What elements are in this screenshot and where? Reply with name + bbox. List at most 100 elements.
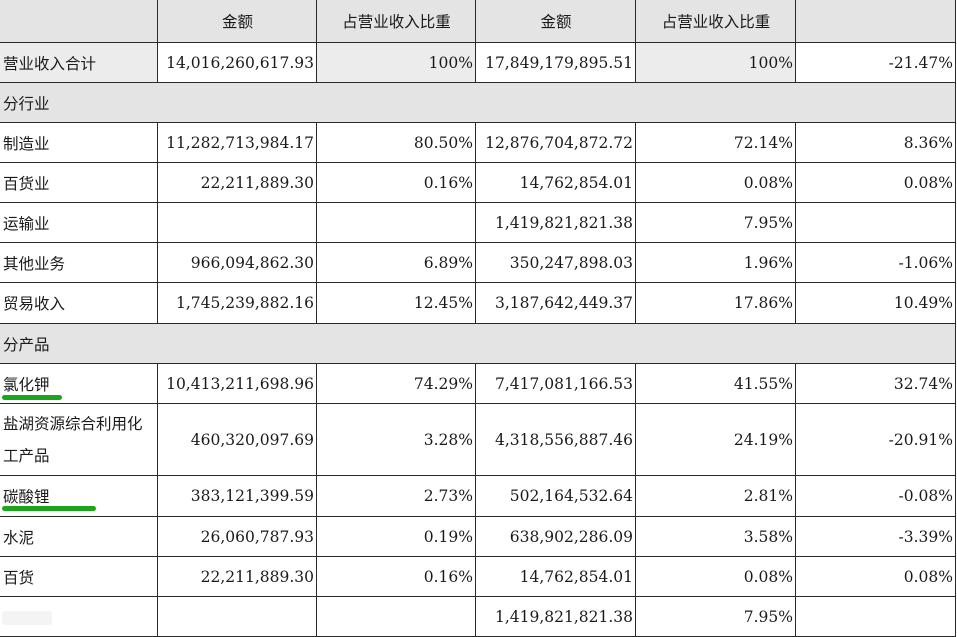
total-row: 营业收入合计 14,016,260,617.93 100% 17,849,179… [0,42,956,83]
change-cell: 10.49% [795,282,956,324]
ratio-cell: 17.86% [635,282,796,324]
amount-cell: 4,318,556,887.46 [475,403,636,476]
amount-cell: 966,094,862.30 [157,242,317,283]
ratio-cell: 12.45% [316,282,476,324]
amount-cell [157,596,317,637]
ratio-cell: 0.16% [316,556,476,597]
ratio-cell: 72.14% [635,122,796,163]
ratio-cell: 80.50% [316,122,476,163]
amount-cell: 12,876,704,872.72 [475,122,636,163]
obscured-label [2,611,52,625]
ratio-cell: 2.81% [635,475,796,517]
amount-cell: 22,211,889.30 [157,162,317,203]
change-cell: 0.08% [795,162,956,203]
change-cell: 32.74% [795,363,956,404]
ratio-cell: 0.08% [635,556,796,597]
ratio-cell: 100% [316,42,476,83]
header-ratio: 占营业收入比重 [316,0,476,43]
ratio-cell: 100% [635,42,796,83]
row-label: 营业收入合计 [0,42,158,83]
ratio-cell: 2.73% [316,475,476,517]
table-row: 贸易收入 1,745,239,882.16 12.45% 3,187,642,4… [0,282,956,324]
row-label: 氯化钾 [0,363,158,404]
row-label-text: 碳酸锂 [3,488,50,506]
row-label: 其他业务 [0,242,158,283]
amount-cell: 3,187,642,449.37 [475,282,636,324]
header-amount: 金额 [157,0,317,43]
amount-cell: 26,060,787.93 [157,516,317,557]
header-change [795,0,956,43]
ratio-cell [316,596,476,637]
highlight-underline [2,506,96,511]
amount-cell: 14,016,260,617.93 [157,42,317,83]
table-row: 氯化钾 10,413,211,698.96 74.29% 7,417,081,1… [0,363,956,404]
table-row: 运输业 1,419,821,821.38 7.95% [0,202,956,243]
ratio-cell: 3.28% [316,403,476,476]
change-cell: -1.06% [795,242,956,283]
row-label: 运输业 [0,202,158,243]
amount-cell: 350,247,898.03 [475,242,636,283]
section-label: 分行业 [0,82,956,123]
section-row: 分行业 [0,82,956,123]
ratio-cell: 41.55% [635,363,796,404]
ratio-cell: 0.16% [316,162,476,203]
ratio-cell: 1.96% [635,242,796,283]
header-ratio: 占营业收入比重 [635,0,796,43]
table-row: 盐湖资源综合利用化工产品 460,320,097.69 3.28% 4,318,… [0,403,956,476]
ratio-cell: 74.29% [316,363,476,404]
table-row: 百货业 22,211,889.30 0.16% 14,762,854.01 0.… [0,162,956,203]
table-row: 制造业 11,282,713,984.17 80.50% 12,876,704,… [0,122,956,163]
table-row: 水泥 26,060,787.93 0.19% 638,902,286.09 3.… [0,516,956,557]
ratio-cell: 6.89% [316,242,476,283]
amount-cell: 460,320,097.69 [157,403,317,476]
table-row: 1,419,821,821.38 7.95% [0,596,956,637]
amount-cell: 1,419,821,821.38 [475,596,636,637]
header-row: 金额 占营业收入比重 金额 占营业收入比重 [0,0,956,43]
row-label: 百货 [0,556,158,597]
row-label-text: 氯化钾 [3,375,50,394]
ratio-cell: 3.58% [635,516,796,557]
change-cell [795,202,956,243]
amount-cell: 22,211,889.30 [157,556,317,597]
highlight-underline [2,395,62,400]
row-label: 贸易收入 [0,282,158,324]
ratio-cell: 7.95% [635,202,796,243]
header-amount: 金额 [475,0,636,43]
table-row: 碳酸锂 383,121,399.59 2.73% 502,164,532.64 … [0,475,956,517]
ratio-cell: 7.95% [635,596,796,637]
change-cell: -21.47% [795,42,956,83]
amount-cell [157,202,317,243]
amount-cell: 7,417,081,166.53 [475,363,636,404]
change-cell: -0.08% [795,475,956,517]
section-label: 分产品 [0,323,956,364]
amount-cell: 14,762,854.01 [475,556,636,597]
amount-cell: 1,745,239,882.16 [157,282,317,324]
ratio-cell: 0.19% [316,516,476,557]
table-row: 百货 22,211,889.30 0.16% 14,762,854.01 0.0… [0,556,956,597]
row-label: 制造业 [0,122,158,163]
change-cell: -3.39% [795,516,956,557]
row-label: 盐湖资源综合利用化工产品 [0,403,158,476]
row-label: 水泥 [0,516,158,557]
header-cell [0,0,158,43]
row-label: 碳酸锂 [0,475,158,517]
ratio-cell [316,202,476,243]
change-cell: 8.36% [795,122,956,163]
amount-cell: 502,164,532.64 [475,475,636,517]
ratio-cell: 0.08% [635,162,796,203]
ratio-cell: 24.19% [635,403,796,476]
amount-cell: 383,121,399.59 [157,475,317,517]
amount-cell: 17,849,179,895.51 [475,42,636,83]
amount-cell: 10,413,211,698.96 [157,363,317,404]
change-cell [795,596,956,637]
amount-cell: 14,762,854.01 [475,162,636,203]
row-label: 百货业 [0,162,158,203]
change-cell: 0.08% [795,556,956,597]
table-row: 其他业务 966,094,862.30 6.89% 350,247,898.03… [0,242,956,283]
section-row: 分产品 [0,323,956,364]
amount-cell: 11,282,713,984.17 [157,122,317,163]
amount-cell: 638,902,286.09 [475,516,636,557]
row-label [0,596,158,637]
amount-cell: 1,419,821,821.38 [475,202,636,243]
